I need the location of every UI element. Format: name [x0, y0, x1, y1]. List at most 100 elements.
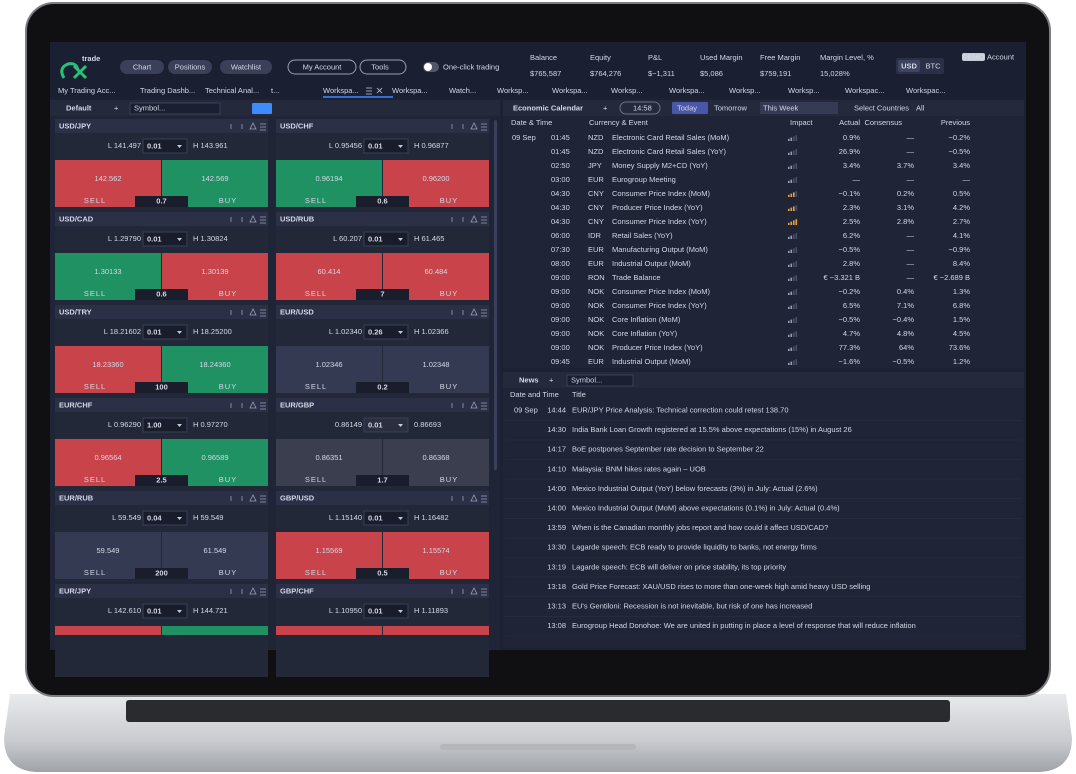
buy-price[interactable]: 1.30139	[201, 267, 228, 276]
qty-value[interactable]: 0.26	[368, 327, 383, 336]
tab-label[interactable]: Workspa...	[392, 86, 428, 95]
tab-label[interactable]: Workspa...	[552, 86, 588, 95]
tab-label[interactable]: Workspa...	[669, 86, 705, 95]
sell-button[interactable]	[55, 626, 161, 635]
tab-label[interactable]: Workspac...	[845, 86, 884, 95]
news-headline[interactable]: Eurogroup Head Donohoe: We are united in…	[572, 621, 916, 630]
buy-price[interactable]: 61.549	[204, 546, 227, 555]
tile-pair[interactable]: GBP/CHF	[280, 586, 314, 595]
range-option[interactable]: This Week	[763, 103, 799, 112]
news-headline[interactable]: India Bank Loan Growth registered at 15.…	[572, 425, 852, 434]
qty-input[interactable]	[142, 417, 188, 433]
tab-label[interactable]: Worksp...	[497, 86, 529, 95]
news-search[interactable]	[566, 374, 634, 387]
tools-menu-label[interactable]: Tools	[371, 62, 389, 71]
range-select[interactable]	[760, 102, 838, 114]
news-headline[interactable]: EUR/JPY Price Analysis: Technical correc…	[572, 405, 789, 414]
sell-button[interactable]	[276, 626, 382, 635]
tab-label[interactable]: Technical Anal...	[205, 86, 259, 95]
qty-value[interactable]: 0.01	[368, 234, 383, 243]
buy-button[interactable]	[383, 626, 489, 635]
qty-value[interactable]: 0.01	[147, 234, 162, 243]
sell-price[interactable]: 60.414	[318, 267, 341, 276]
tile-pair[interactable]: EUR/CHF	[59, 400, 93, 409]
qty-input[interactable]	[142, 603, 188, 619]
nav-button[interactable]	[220, 60, 272, 74]
account-menu[interactable]	[287, 59, 357, 75]
tab-label[interactable]: Trading Dashb...	[140, 86, 195, 95]
nav-button[interactable]	[120, 60, 164, 74]
qty-input[interactable]	[142, 231, 188, 247]
tile-pair[interactable]: USD/TRY	[59, 307, 92, 316]
qty-input[interactable]	[363, 510, 409, 526]
tile-pair[interactable]: USD/JPY	[59, 121, 91, 130]
tab-label[interactable]: Worksp...	[611, 86, 643, 95]
qty-value[interactable]: 0.01	[368, 513, 383, 522]
qty-input[interactable]	[142, 138, 188, 154]
news-headline[interactable]: Lagarde speech: ECB ready to provide liq…	[572, 543, 817, 552]
tab-label[interactable]: Workspa...	[323, 86, 359, 95]
buy-price[interactable]: 142.569	[201, 174, 228, 183]
news-placeholder[interactable]: Symbol...	[571, 375, 602, 384]
nav-label[interactable]: Chart	[133, 62, 152, 71]
countries-label[interactable]: Select Countries	[854, 103, 909, 112]
sell-price[interactable]: 1.02346	[315, 360, 342, 369]
qty-input[interactable]	[363, 417, 409, 433]
tab-label[interactable]: t...	[271, 86, 279, 95]
tile-pair[interactable]: EUR/USD	[280, 307, 314, 316]
qty-value[interactable]: 0.01	[147, 141, 162, 150]
countries-value[interactable]: All	[916, 103, 925, 112]
nav-button[interactable]	[168, 60, 212, 74]
nav-label[interactable]: Positions	[175, 62, 206, 71]
watchlist-name[interactable]: Default	[66, 103, 92, 112]
buy-button[interactable]	[162, 626, 268, 635]
tile-pair[interactable]: EUR/RUB	[59, 493, 94, 502]
sell-price[interactable]: 59.549	[97, 546, 120, 555]
news-headline[interactable]: Malaysia: BNM hikes rates again – UOB	[572, 464, 706, 473]
sell-price[interactable]: 0.86351	[315, 453, 342, 462]
buy-price[interactable]: 1.15574	[422, 546, 449, 555]
sell-price[interactable]: 18.23360	[92, 360, 123, 369]
qty-value[interactable]: 0.01	[368, 420, 383, 429]
sell-price[interactable]: 1.30133	[94, 267, 121, 276]
tile-pair[interactable]: EUR/GBP	[280, 400, 314, 409]
tile-pair[interactable]: GBP/USD	[280, 493, 315, 502]
news-headline[interactable]: Mexico Industrial Output (MoM) above exp…	[572, 503, 840, 512]
tile-pair[interactable]: USD/CHF	[280, 121, 314, 130]
tile-pair[interactable]: USD/RUB	[280, 214, 315, 223]
qty-value[interactable]: 0.01	[147, 327, 162, 336]
news-headline[interactable]: BoE postpones September rate decision to…	[572, 445, 764, 454]
qty-value[interactable]: 0.01	[147, 606, 162, 615]
tab-label[interactable]: Watch...	[449, 86, 476, 95]
qty-input[interactable]	[363, 603, 409, 619]
range-option[interactable]: Tomorrow	[714, 103, 748, 112]
tile-pair[interactable]: EUR/JPY	[59, 586, 91, 595]
sell-price[interactable]: 142.562	[94, 174, 121, 183]
tab-label[interactable]: My Trading Acc...	[58, 86, 116, 95]
sell-price[interactable]: 0.96194	[315, 174, 342, 183]
sell-price[interactable]: 0.96564	[94, 453, 121, 462]
qty-value[interactable]: 1.00	[147, 420, 162, 429]
news-headline[interactable]: Lagarde speech: ECB will deliver on pric…	[572, 562, 786, 571]
buy-price[interactable]: 18.24360	[199, 360, 230, 369]
qty-input[interactable]	[142, 510, 188, 526]
tab-label[interactable]: Worksp...	[788, 86, 820, 95]
news-headline[interactable]: Gold Price Forecast: XAU/USD rises to mo…	[572, 582, 870, 591]
buy-price[interactable]: 0.96589	[201, 453, 228, 462]
tools-menu[interactable]	[359, 59, 407, 75]
nav-label[interactable]: Watchlist	[231, 62, 262, 71]
buy-price[interactable]: 0.86368	[422, 453, 449, 462]
news-headline[interactable]: Mexico Industrial Output (YoY) below for…	[572, 484, 818, 493]
buy-price[interactable]: 1.02348	[422, 360, 449, 369]
qty-value[interactable]: 0.01	[368, 141, 383, 150]
qty-input[interactable]	[363, 324, 409, 340]
currency-option[interactable]: BTC	[926, 61, 942, 70]
account-menu-label[interactable]: My Account	[303, 62, 343, 71]
qty-value[interactable]: 0.01	[368, 606, 383, 615]
symbol-search[interactable]	[129, 102, 221, 115]
qty-input[interactable]	[363, 138, 409, 154]
symbol-placeholder[interactable]: Symbol...	[134, 103, 165, 112]
tile-pair[interactable]: USD/CAD	[59, 214, 94, 223]
grid-view-button[interactable]	[252, 103, 272, 114]
qty-input[interactable]	[142, 324, 188, 340]
